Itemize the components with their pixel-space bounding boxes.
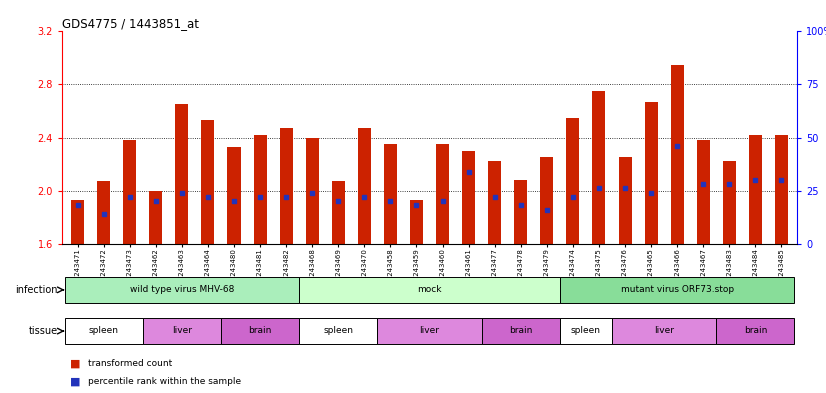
Bar <box>515 180 527 244</box>
Bar <box>482 318 560 344</box>
Bar <box>221 318 299 344</box>
Bar <box>567 118 579 244</box>
Bar <box>254 135 267 244</box>
Text: mutant virus ORF73.stop: mutant virus ORF73.stop <box>620 285 733 294</box>
Bar <box>202 120 215 244</box>
Text: brain: brain <box>743 326 767 335</box>
Text: tissue: tissue <box>29 326 58 336</box>
Bar <box>644 102 657 244</box>
Bar <box>775 135 788 244</box>
Bar <box>723 162 736 244</box>
Text: spleen: spleen <box>88 326 119 335</box>
Bar <box>592 91 605 244</box>
Text: brain: brain <box>249 326 272 335</box>
Text: liver: liver <box>172 326 192 335</box>
Text: ■: ■ <box>70 376 81 386</box>
Bar <box>123 140 136 244</box>
Bar <box>560 318 612 344</box>
Bar <box>462 151 475 244</box>
Bar <box>358 128 371 244</box>
Bar <box>150 191 163 244</box>
Bar <box>560 277 795 303</box>
Bar <box>540 158 553 244</box>
Bar <box>749 135 762 244</box>
Bar <box>716 318 795 344</box>
Bar <box>612 318 716 344</box>
Bar <box>64 277 299 303</box>
Text: wild type virus MHV-68: wild type virus MHV-68 <box>130 285 234 294</box>
Bar <box>436 144 449 244</box>
Text: ■: ■ <box>70 358 81 369</box>
Bar <box>384 144 397 244</box>
Bar <box>175 105 188 244</box>
Text: brain: brain <box>509 326 533 335</box>
Bar <box>143 318 221 344</box>
Bar <box>332 181 344 244</box>
Text: spleen: spleen <box>571 326 601 335</box>
Text: percentile rank within the sample: percentile rank within the sample <box>88 377 241 386</box>
Text: infection: infection <box>16 285 58 295</box>
Text: GDS4775 / 1443851_at: GDS4775 / 1443851_at <box>62 17 199 30</box>
Bar <box>71 200 84 244</box>
Bar <box>280 128 292 244</box>
Text: liver: liver <box>420 326 439 335</box>
Text: mock: mock <box>417 285 442 294</box>
Bar <box>619 158 632 244</box>
Bar <box>227 147 240 244</box>
Text: liver: liver <box>654 326 674 335</box>
Text: transformed count: transformed count <box>88 359 173 368</box>
Bar <box>377 318 482 344</box>
Bar <box>410 200 423 244</box>
Bar <box>306 138 319 244</box>
Text: spleen: spleen <box>323 326 354 335</box>
Bar <box>671 64 684 244</box>
Bar <box>299 318 377 344</box>
Bar <box>97 181 110 244</box>
Bar <box>64 318 143 344</box>
Bar <box>696 140 710 244</box>
Bar <box>488 162 501 244</box>
Bar <box>299 277 560 303</box>
